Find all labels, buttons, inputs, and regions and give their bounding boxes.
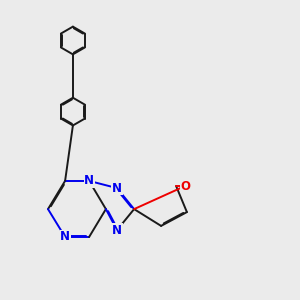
Text: O: O [180, 179, 190, 193]
Text: N: N [60, 230, 70, 244]
Text: N: N [112, 182, 122, 195]
Text: N: N [112, 224, 122, 237]
Text: N: N [84, 174, 94, 188]
